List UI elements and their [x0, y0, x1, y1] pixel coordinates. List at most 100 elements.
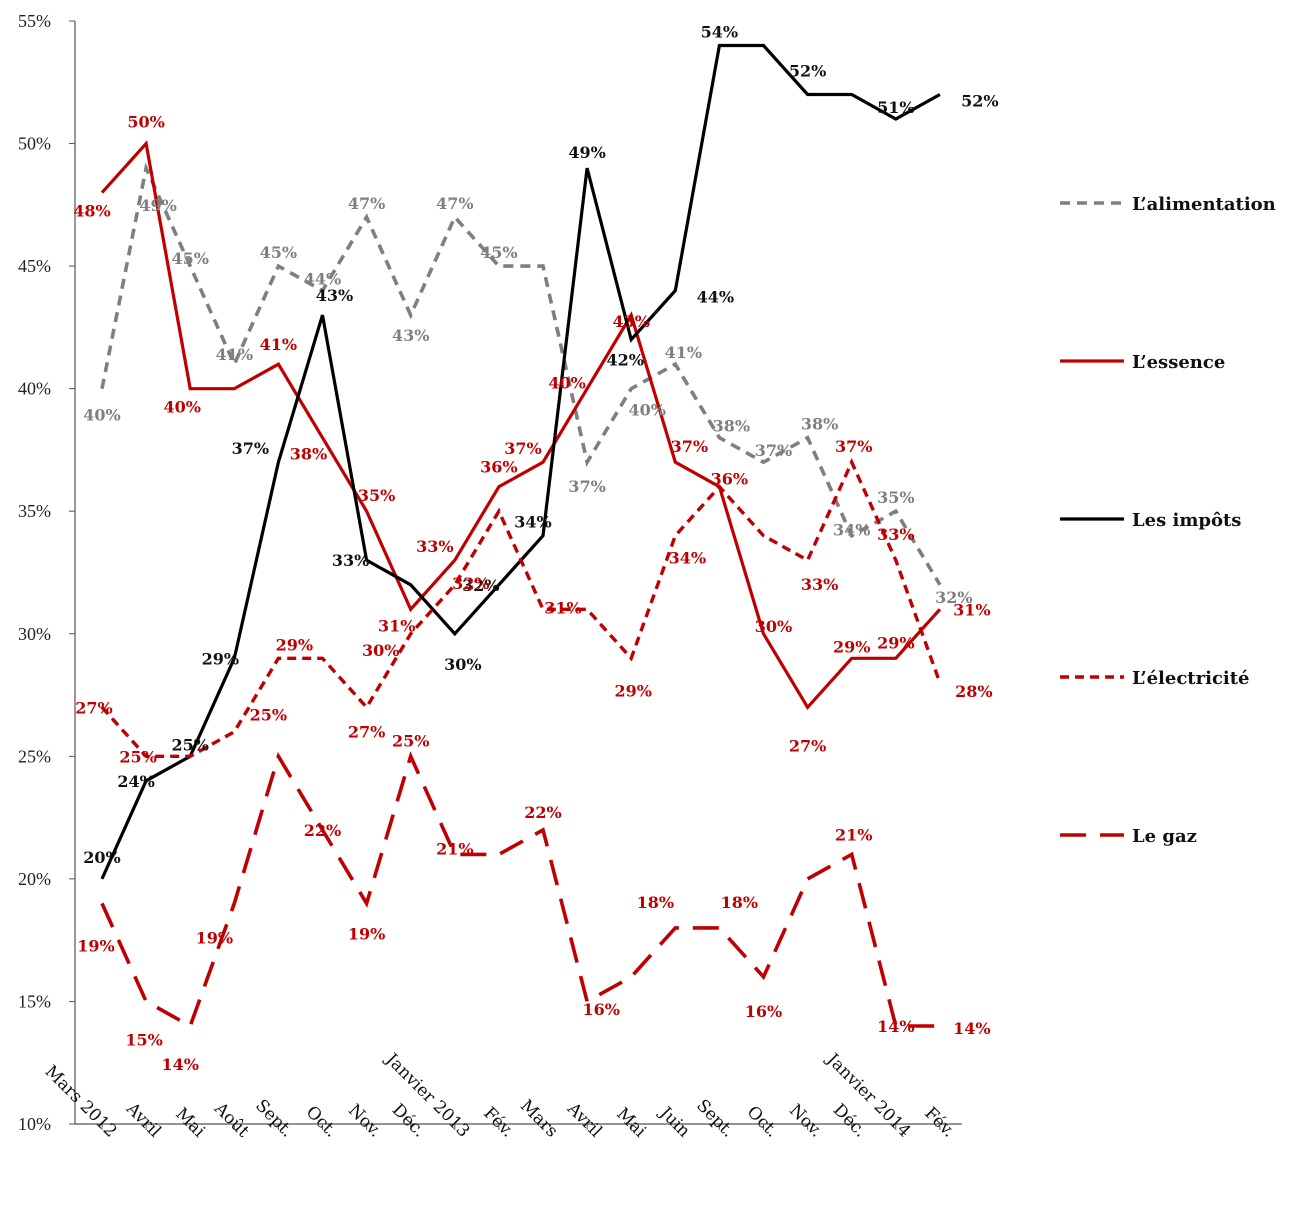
data-label: 51%: [877, 98, 914, 117]
x-tick-label: Août: [210, 1098, 253, 1141]
y-tick-label: 35%: [18, 501, 51, 521]
data-label: 24%: [117, 772, 154, 791]
x-tick-label: Avril: [121, 1098, 164, 1141]
data-label: 45%: [171, 249, 208, 268]
data-label: 15%: [125, 1030, 162, 1049]
data-label: 36%: [711, 470, 748, 489]
data-label: 54%: [701, 23, 738, 42]
legend-label-4: L’électricité: [1132, 668, 1250, 689]
data-label: 47%: [348, 194, 385, 213]
x-tick-label: Juin: [654, 1102, 694, 1142]
data-label: 16%: [582, 1000, 619, 1019]
data-label: 33%: [877, 525, 914, 544]
series-lines: [100, 43, 942, 1029]
y-tick-label: 30%: [18, 624, 51, 644]
x-tick-label: Fév.: [479, 1103, 517, 1141]
data-label: 41%: [216, 345, 253, 364]
data-label: 19%: [77, 936, 114, 955]
data-labels: 40% 49% 45% 41% 45% 44% 47% 43% 47% 45% 37% 40% 41% 3…: [73, 23, 998, 1074]
data-label: 25%: [171, 735, 208, 754]
data-label: 33%: [801, 575, 838, 594]
data-label: 27%: [75, 698, 112, 717]
y-tick-label: 55%: [18, 11, 51, 31]
data-label: 44%: [697, 288, 734, 307]
data-label: 29%: [614, 681, 651, 700]
data-label: 42%: [606, 351, 643, 370]
data-label: 25%: [119, 747, 156, 766]
x-tick-label: Sept.: [251, 1096, 297, 1142]
data-label: 43%: [392, 326, 429, 345]
series-line-1: [100, 162, 942, 586]
data-label: 27%: [789, 736, 826, 755]
data-label: 43%: [316, 286, 353, 305]
legend-label-3: Les impôts: [1132, 510, 1241, 531]
data-label: 43%: [612, 312, 649, 331]
data-label: 28%: [955, 682, 992, 701]
data-label: 29%: [202, 649, 239, 668]
data-label: 49%: [139, 196, 176, 215]
data-label: 14%: [877, 1017, 914, 1036]
data-label: 32%: [462, 576, 499, 595]
data-label: 45%: [260, 243, 297, 262]
data-label: 38%: [713, 417, 750, 436]
data-label: 37%: [835, 437, 872, 456]
data-label: 52%: [789, 62, 826, 81]
y-tick-label: 50%: [18, 134, 51, 154]
data-label: 21%: [835, 825, 872, 844]
x-tick-label: Mai: [612, 1104, 650, 1142]
data-label: 25%: [392, 731, 429, 750]
data-label: 34%: [514, 513, 551, 532]
data-label: 37%: [671, 437, 708, 456]
data-label: 14%: [161, 1055, 198, 1074]
data-label: 36%: [480, 458, 517, 477]
data-label: 37%: [755, 441, 792, 460]
data-label: 40%: [83, 406, 120, 425]
data-label: 18%: [637, 893, 674, 912]
y-tick-label: 20%: [18, 869, 51, 889]
data-label: 37%: [504, 439, 541, 458]
series-line-4: [100, 458, 942, 758]
data-label: 41%: [665, 343, 702, 362]
series-line-2: [100, 140, 942, 710]
data-label: 29%: [276, 635, 313, 654]
legend-label-2: L’essence: [1132, 352, 1225, 373]
x-tick-label: Fév.: [920, 1103, 958, 1141]
data-label: 31%: [378, 616, 415, 635]
x-tick-label: Déc.: [388, 1100, 429, 1141]
data-label: 30%: [444, 655, 481, 674]
data-label: 35%: [358, 486, 395, 505]
x-tick-label: Mai: [171, 1104, 209, 1142]
data-label: 37%: [568, 477, 605, 496]
data-label: 31%: [953, 600, 990, 619]
data-label: 19%: [348, 924, 385, 943]
data-label: 33%: [332, 551, 369, 570]
x-tick-label: Oct.: [302, 1102, 341, 1141]
series-line-5: [100, 751, 940, 1029]
legend-label-1: L’alimentation: [1132, 194, 1276, 215]
data-label: 34%: [669, 549, 706, 568]
data-label: 41%: [260, 335, 297, 354]
data-label: 48%: [73, 202, 110, 221]
data-label: 22%: [524, 803, 561, 822]
data-label: 21%: [436, 839, 473, 858]
legend-label-5: Le gaz: [1132, 826, 1197, 847]
data-label: 25%: [250, 705, 287, 724]
y-tick-label: 45%: [18, 256, 51, 276]
x-tick-label: Oct.: [743, 1102, 782, 1141]
data-label: 32%: [935, 588, 972, 607]
data-label: 45%: [480, 243, 517, 262]
data-label: 37%: [232, 439, 269, 458]
data-label: 22%: [304, 821, 341, 840]
data-label: 47%: [436, 194, 473, 213]
x-tick-label: Mars 2012: [41, 1062, 121, 1142]
data-label: 19%: [196, 928, 233, 947]
data-label: 16%: [745, 1002, 782, 1021]
y-tick-label: 40%: [18, 379, 51, 399]
x-tick-label: Déc.: [829, 1100, 870, 1141]
data-label: 27%: [348, 722, 385, 741]
y-tick-label: 15%: [18, 991, 51, 1011]
data-label: 38%: [290, 445, 327, 464]
data-label: 35%: [877, 488, 914, 507]
